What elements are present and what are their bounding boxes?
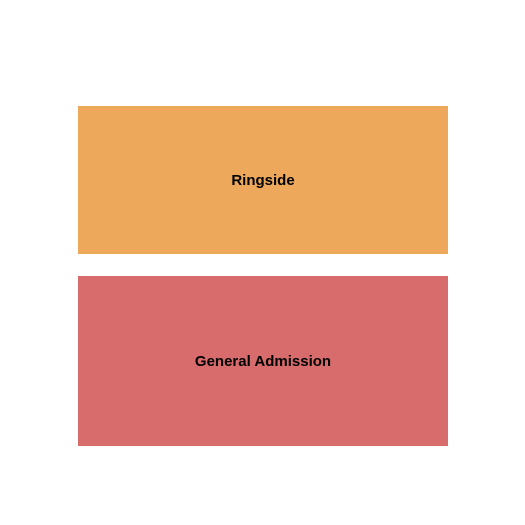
section-label-general-admission: General Admission <box>195 353 331 370</box>
section-label-ringside: Ringside <box>231 172 294 189</box>
section-general-admission[interactable]: General Admission <box>78 276 448 446</box>
section-ringside[interactable]: Ringside <box>78 106 448 254</box>
